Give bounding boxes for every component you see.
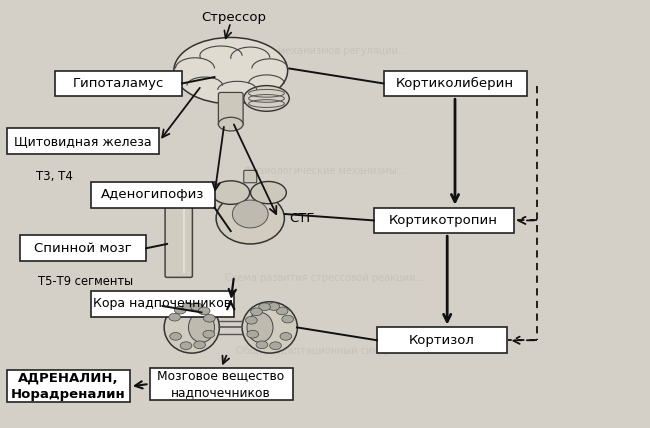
Text: Мозговое вещество
надпочечников: Мозговое вещество надпочечников [157, 370, 285, 398]
Ellipse shape [251, 181, 287, 204]
Text: Т3, Т4: Т3, Т4 [36, 170, 73, 183]
Circle shape [256, 341, 268, 349]
Ellipse shape [247, 312, 273, 342]
Ellipse shape [167, 189, 190, 196]
Circle shape [180, 342, 192, 350]
Circle shape [169, 313, 181, 321]
FancyBboxPatch shape [20, 235, 146, 261]
Circle shape [276, 307, 288, 315]
FancyBboxPatch shape [218, 92, 243, 126]
Circle shape [280, 333, 292, 340]
FancyBboxPatch shape [377, 327, 507, 353]
Ellipse shape [242, 302, 298, 353]
FancyBboxPatch shape [91, 182, 214, 208]
Text: СТГ: СТГ [289, 212, 315, 225]
Circle shape [282, 315, 294, 323]
Ellipse shape [164, 302, 220, 353]
Text: Общий адаптационный синдром...: Общий адаптационный синдром... [236, 346, 414, 356]
FancyBboxPatch shape [384, 71, 526, 96]
Ellipse shape [233, 200, 268, 228]
Text: Стрессор: Стрессор [202, 11, 266, 24]
Ellipse shape [188, 312, 215, 342]
Circle shape [194, 341, 205, 349]
Circle shape [251, 308, 263, 315]
Circle shape [198, 307, 210, 315]
Ellipse shape [212, 181, 250, 205]
Circle shape [170, 333, 181, 340]
Ellipse shape [174, 38, 287, 104]
Circle shape [190, 303, 202, 311]
Text: Аденогипофиз: Аденогипофиз [101, 188, 205, 201]
Text: Кортикотропин: Кортикотропин [389, 214, 498, 227]
FancyBboxPatch shape [374, 208, 514, 233]
Circle shape [203, 330, 215, 338]
Text: Физиологические механизмы...: Физиологические механизмы... [244, 166, 406, 176]
Text: Схема механизмов регуляции...: Схема механизмов регуляции... [243, 46, 407, 56]
FancyBboxPatch shape [91, 291, 234, 317]
Text: Кора надпочечников: Кора надпочечников [94, 297, 231, 310]
Text: АДРЕНАЛИН,
Норадреналин: АДРЕНАЛИН, Норадреналин [11, 372, 125, 401]
Circle shape [259, 303, 270, 311]
Text: Кортизол: Кортизол [409, 334, 475, 347]
Text: Щитовидная железа: Щитовидная железа [14, 135, 151, 148]
Circle shape [270, 342, 281, 350]
Circle shape [247, 330, 259, 338]
Ellipse shape [244, 86, 289, 111]
Circle shape [268, 303, 280, 310]
Text: Спинной мозг: Спинной мозг [34, 242, 132, 255]
FancyBboxPatch shape [6, 128, 159, 154]
FancyBboxPatch shape [244, 170, 257, 183]
Circle shape [203, 315, 215, 322]
Circle shape [174, 306, 186, 314]
Text: Гипоталамус: Гипоталамус [73, 77, 164, 90]
FancyBboxPatch shape [55, 71, 182, 96]
Text: Кортиколиберин: Кортиколиберин [396, 77, 514, 90]
Circle shape [246, 316, 257, 324]
Ellipse shape [216, 193, 285, 244]
Text: Т5-Т9 сегменты: Т5-Т9 сегменты [38, 275, 133, 288]
FancyBboxPatch shape [150, 368, 292, 400]
FancyBboxPatch shape [165, 191, 192, 277]
FancyBboxPatch shape [6, 370, 130, 402]
Text: Схема развития стрессовой реакции...: Схема развития стрессовой реакции... [226, 273, 424, 283]
Circle shape [182, 303, 194, 310]
Ellipse shape [218, 117, 243, 131]
